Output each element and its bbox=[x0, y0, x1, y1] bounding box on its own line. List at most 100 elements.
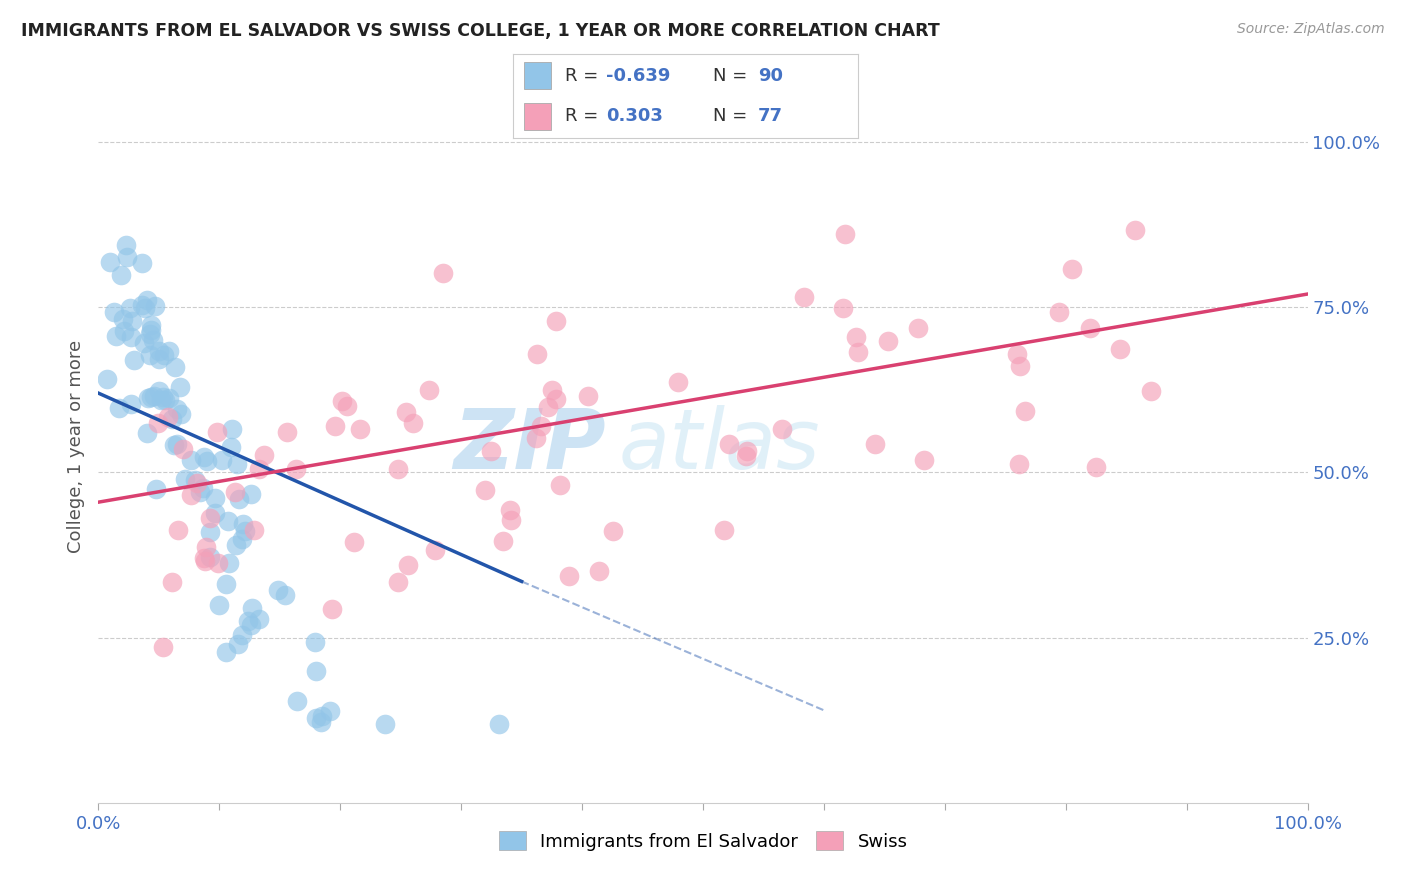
Point bbox=[287, 693, 309, 707]
Point bbox=[204, 506, 226, 520]
Point bbox=[139, 323, 162, 337]
Point bbox=[526, 347, 548, 361]
Point bbox=[396, 558, 419, 572]
Point bbox=[544, 314, 567, 328]
Point bbox=[132, 336, 155, 351]
Point bbox=[247, 462, 270, 476]
Point bbox=[718, 436, 741, 450]
Point bbox=[330, 393, 353, 408]
Point bbox=[236, 614, 259, 628]
Point bbox=[492, 534, 515, 549]
Point bbox=[537, 401, 560, 415]
Point bbox=[211, 453, 233, 467]
Point bbox=[208, 598, 231, 612]
Point bbox=[309, 715, 332, 730]
Point bbox=[172, 442, 194, 456]
Text: atlas: atlas bbox=[619, 406, 820, 486]
Point bbox=[311, 709, 333, 723]
Point bbox=[226, 457, 249, 471]
Point bbox=[98, 255, 121, 269]
Point bbox=[195, 540, 218, 554]
Point bbox=[343, 535, 366, 549]
Point bbox=[499, 503, 522, 517]
Point bbox=[239, 487, 262, 501]
Point bbox=[876, 334, 898, 348]
Point bbox=[221, 422, 243, 436]
Point bbox=[1047, 305, 1070, 319]
Point bbox=[160, 574, 183, 589]
Text: N =: N = bbox=[713, 67, 754, 85]
Point bbox=[105, 329, 128, 343]
Text: 0.303: 0.303 bbox=[606, 107, 664, 125]
Point bbox=[217, 514, 239, 528]
Point bbox=[387, 575, 409, 590]
Point bbox=[912, 453, 935, 467]
Point bbox=[145, 482, 167, 496]
Point bbox=[224, 484, 246, 499]
Point bbox=[143, 300, 166, 314]
Point bbox=[247, 612, 270, 626]
Text: IMMIGRANTS FROM EL SALVADOR VS SWISS COLLEGE, 1 YEAR OR MORE CORRELATION CHART: IMMIGRANTS FROM EL SALVADOR VS SWISS COL… bbox=[21, 22, 939, 40]
Point bbox=[166, 523, 188, 537]
Point bbox=[143, 389, 166, 403]
Point bbox=[215, 645, 238, 659]
Point bbox=[253, 448, 276, 462]
Point bbox=[349, 422, 371, 436]
Point bbox=[204, 491, 226, 505]
Point bbox=[96, 372, 118, 386]
Point bbox=[418, 383, 440, 397]
Point bbox=[221, 440, 243, 454]
Point bbox=[157, 344, 180, 359]
Point bbox=[120, 301, 142, 316]
Point bbox=[544, 392, 567, 406]
Point bbox=[1108, 342, 1130, 356]
Point bbox=[186, 475, 208, 490]
Point bbox=[120, 397, 142, 411]
Bar bbox=[523, 62, 551, 89]
Point bbox=[157, 410, 180, 425]
Point bbox=[205, 425, 228, 439]
Point bbox=[148, 416, 170, 430]
Point bbox=[226, 636, 249, 650]
Point bbox=[152, 640, 174, 654]
Point bbox=[323, 418, 346, 433]
Text: N =: N = bbox=[713, 107, 754, 125]
Point bbox=[103, 304, 125, 318]
Text: Source: ZipAtlas.com: Source: ZipAtlas.com bbox=[1237, 22, 1385, 37]
Point bbox=[770, 422, 793, 436]
Text: 90: 90 bbox=[758, 67, 783, 85]
Point bbox=[831, 301, 853, 315]
Point bbox=[188, 485, 211, 500]
Point bbox=[139, 348, 162, 362]
Point bbox=[488, 716, 510, 731]
Point bbox=[180, 452, 202, 467]
Point bbox=[1008, 359, 1031, 374]
Point bbox=[713, 523, 735, 537]
Point bbox=[142, 333, 165, 347]
Point bbox=[149, 392, 172, 407]
Point bbox=[1085, 460, 1108, 475]
Point bbox=[194, 554, 217, 568]
Point bbox=[845, 330, 868, 344]
Point bbox=[215, 577, 238, 591]
Point bbox=[131, 298, 153, 312]
Point bbox=[153, 393, 176, 408]
Point bbox=[1078, 321, 1101, 335]
Point bbox=[336, 399, 359, 413]
Point bbox=[112, 324, 135, 338]
Point bbox=[499, 513, 522, 527]
Point bbox=[1005, 347, 1028, 361]
Point bbox=[193, 450, 215, 464]
Point bbox=[432, 266, 454, 280]
Point bbox=[541, 383, 564, 397]
Point bbox=[387, 462, 409, 476]
Point bbox=[134, 301, 156, 316]
Point bbox=[666, 375, 689, 389]
Point bbox=[120, 330, 142, 344]
Point bbox=[110, 268, 132, 283]
Point bbox=[163, 438, 186, 452]
Point bbox=[548, 478, 571, 492]
Point bbox=[848, 344, 870, 359]
Text: ZIP: ZIP bbox=[454, 406, 606, 486]
Point bbox=[305, 711, 328, 725]
